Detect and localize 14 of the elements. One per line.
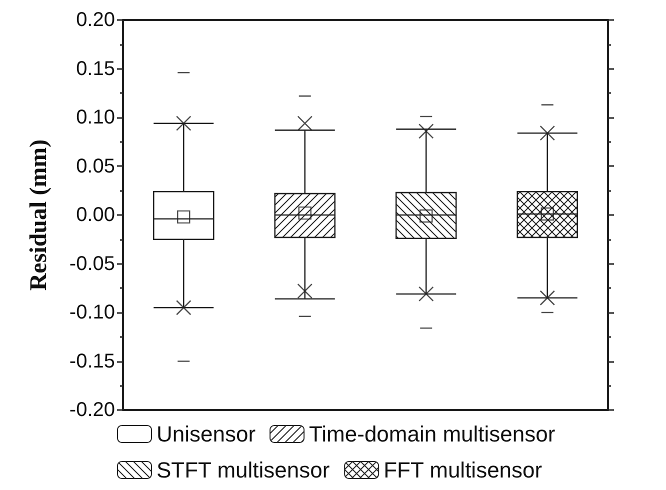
- y-tick-label: 0.10: [76, 106, 115, 128]
- y-tick-label: 0.15: [76, 58, 115, 80]
- legend-label: FFT multisensor: [384, 458, 542, 482]
- y-tick-label: -0.10: [69, 302, 115, 324]
- y-tick-label: -0.20: [69, 399, 115, 421]
- legend-label: STFT multisensor: [156, 458, 330, 482]
- legend-label: Time-domain multisensor: [309, 422, 556, 446]
- y-tick-label: -0.15: [69, 350, 115, 372]
- y-axis-title: Residual (mm): [26, 139, 52, 291]
- y-tick-label: 0.20: [76, 9, 115, 31]
- y-tick-label: 0.05: [76, 155, 115, 178]
- legend-label: Unisensor: [156, 422, 256, 446]
- y-tick-label: -0.05: [69, 252, 115, 275]
- y-tick-label: 0.00: [76, 204, 115, 226]
